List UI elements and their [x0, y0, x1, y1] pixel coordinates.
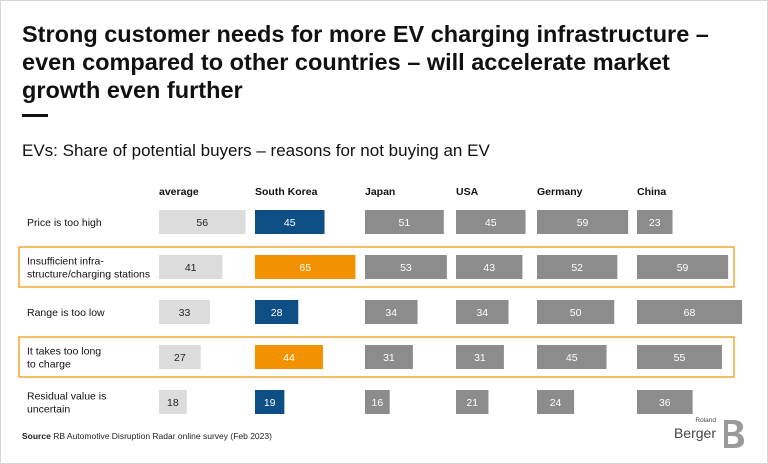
bar-japan-range-is-too-low	[365, 300, 418, 324]
bar-germany-residual-value-is-uncertain	[537, 390, 575, 414]
bar-germany-price-is-too-high	[537, 210, 629, 234]
bar-japan-it-takes-too-long-to-charge	[365, 345, 413, 369]
bar-china-insufficient-infrastructure-charging-stations	[637, 255, 729, 279]
chart-subtitle: EVs: Share of potential buyers – reasons…	[22, 141, 490, 160]
logo-berger-text: Berger	[673, 425, 716, 441]
bar-japan-residual-value-is-uncertain	[365, 390, 390, 414]
source-text: RB Automotive Disruption Radar online su…	[53, 431, 272, 441]
column-header-china: China	[637, 186, 666, 198]
category-label-it-takes-too-long-to-charge: It takes too long to charge	[27, 346, 101, 371]
value-label-south-korea-residual-value-is-uncertain: 19	[264, 397, 276, 409]
title-rule	[22, 114, 48, 117]
value-label-usa-residual-value-is-uncertain: 21	[466, 397, 478, 409]
bar-usa-insufficient-infrastructure-charging-stations	[456, 255, 523, 279]
bar-china-residual-value-is-uncertain	[637, 390, 693, 414]
bar-average-residual-value-is-uncertain	[159, 390, 187, 414]
bar-average-insufficient-infrastructure-charging-stations	[159, 255, 223, 279]
value-label-south-korea-price-is-too-high: 45	[284, 217, 296, 229]
bar-south-korea-insufficient-infrastructure-charging-stations	[255, 255, 356, 279]
value-label-china-residual-value-is-uncertain: 36	[659, 397, 671, 409]
source-label: Source	[22, 431, 51, 441]
value-label-japan-price-is-too-high: 51	[399, 217, 411, 229]
bar-china-range-is-too-low	[637, 300, 743, 324]
bar-average-range-is-too-low	[159, 300, 210, 324]
bar-germany-it-takes-too-long-to-charge	[537, 345, 607, 369]
value-label-germany-insufficient-infrastructure-charging-stations: 52	[571, 262, 583, 274]
bar-germany-range-is-too-low	[537, 300, 615, 324]
bar-average-it-takes-too-long-to-charge	[159, 345, 201, 369]
value-label-japan-range-is-too-low: 34	[385, 307, 397, 319]
value-label-average-it-takes-too-long-to-charge: 27	[174, 352, 186, 364]
value-label-china-insufficient-infrastructure-charging-stations: 59	[677, 262, 689, 274]
category-label-price-is-too-high: Price is too high	[27, 217, 102, 229]
bar-usa-price-is-too-high	[456, 210, 526, 234]
bar-japan-insufficient-infrastructure-charging-stations	[365, 255, 447, 279]
value-label-china-range-is-too-low: 68	[684, 307, 696, 319]
bar-usa-residual-value-is-uncertain	[456, 390, 489, 414]
value-label-japan-it-takes-too-long-to-charge: 31	[383, 352, 395, 364]
column-header-japan: Japan	[365, 186, 395, 198]
bar-average-price-is-too-high	[159, 210, 246, 234]
bar-china-price-is-too-high	[637, 210, 673, 234]
value-label-germany-residual-value-is-uncertain: 24	[550, 397, 562, 409]
bar-japan-price-is-too-high	[365, 210, 444, 234]
page-title: Strong customer needs for more EV chargi…	[22, 21, 709, 103]
value-label-japan-insufficient-infrastructure-charging-stations: 53	[400, 262, 412, 274]
bar-usa-range-is-too-low	[456, 300, 509, 324]
bar-china-it-takes-too-long-to-charge	[637, 345, 722, 369]
value-label-usa-it-takes-too-long-to-charge: 31	[474, 352, 486, 364]
bar-germany-insufficient-infrastructure-charging-stations	[537, 255, 618, 279]
category-label-insufficient-infrastructure-charging-stations: Insufficient infra-structure/charging st…	[27, 256, 150, 281]
highlight-frame-insufficient-infrastructure-charging-stations	[18, 246, 735, 288]
logo-roland-text: Roland	[695, 417, 716, 424]
value-label-usa-range-is-too-low: 34	[476, 307, 488, 319]
value-label-south-korea-it-takes-too-long-to-charge: 44	[283, 352, 295, 364]
roland-berger-logo: Roland Berger	[673, 417, 746, 453]
bar-south-korea-it-takes-too-long-to-charge	[255, 345, 323, 369]
value-label-usa-price-is-too-high: 45	[485, 217, 497, 229]
source-note: Source RB Automotive Disruption Radar on…	[22, 431, 272, 441]
bar-south-korea-range-is-too-low	[255, 300, 299, 324]
value-label-germany-range-is-too-low: 50	[570, 307, 582, 319]
value-label-japan-residual-value-is-uncertain: 16	[372, 397, 384, 409]
value-label-germany-price-is-too-high: 59	[577, 217, 589, 229]
value-label-usa-insufficient-infrastructure-charging-stations: 43	[483, 262, 495, 274]
value-label-average-residual-value-is-uncertain: 18	[167, 397, 179, 409]
column-header-average: average	[159, 186, 199, 198]
value-label-china-price-is-too-high: 23	[649, 217, 661, 229]
column-header-south-korea: South Korea	[255, 186, 318, 198]
value-label-south-korea-insufficient-infrastructure-charging-stations: 65	[299, 262, 311, 274]
logo-b-mark	[724, 420, 744, 448]
value-label-germany-it-takes-too-long-to-charge: 45	[566, 352, 578, 364]
value-label-china-it-takes-too-long-to-charge: 55	[674, 352, 686, 364]
bar-south-korea-price-is-too-high	[255, 210, 325, 234]
value-label-average-insufficient-infrastructure-charging-stations: 41	[185, 262, 197, 274]
bar-south-korea-residual-value-is-uncertain	[255, 390, 285, 414]
category-label-residual-value-is-uncertain: Residual value is uncertain	[27, 391, 106, 416]
column-header-germany: Germany	[537, 186, 583, 198]
category-label-range-is-too-low: Range is too low	[27, 307, 105, 319]
value-label-average-range-is-too-low: 33	[179, 307, 191, 319]
column-header-usa: USA	[456, 186, 479, 198]
value-label-south-korea-range-is-too-low: 28	[271, 307, 283, 319]
bar-usa-it-takes-too-long-to-charge	[456, 345, 504, 369]
highlight-frame-it-takes-too-long-to-charge	[18, 336, 735, 378]
value-label-average-price-is-too-high: 56	[196, 217, 208, 229]
